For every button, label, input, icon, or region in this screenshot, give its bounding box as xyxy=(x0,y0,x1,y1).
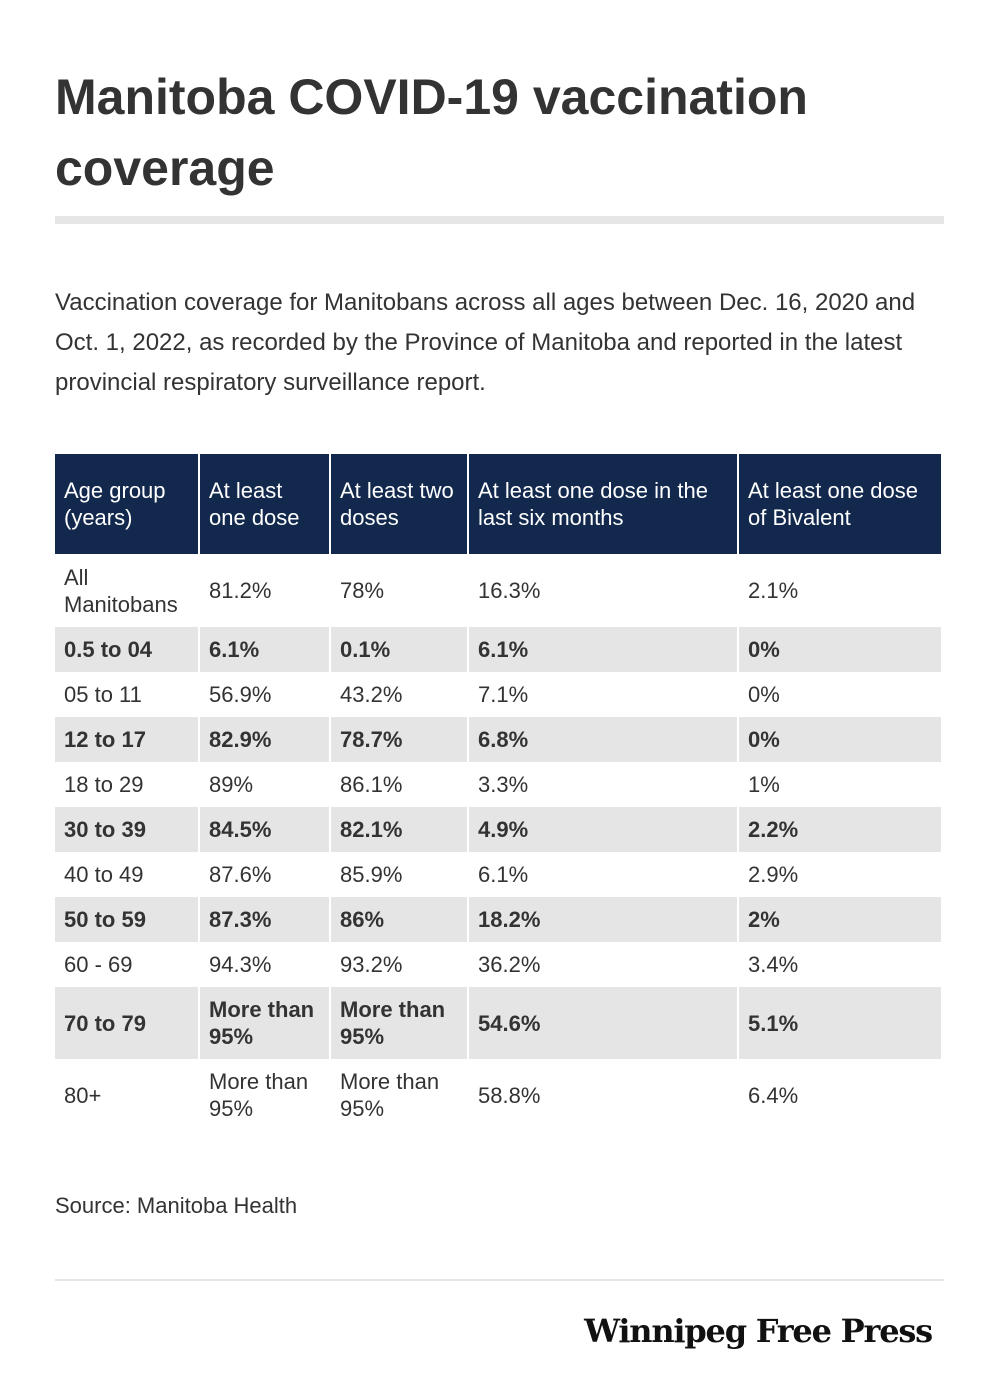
value-cell: 94.3% xyxy=(200,942,331,987)
table-body: All Manitobans 81.2% 78% 16.3% 2.1% 0.5 to 04… xyxy=(55,554,941,1131)
value-cell: 78.7% xyxy=(331,717,469,762)
value-cell: 2.2% xyxy=(739,807,941,852)
age-group-cell: 80+ xyxy=(55,1059,200,1131)
value-cell: 7.1% xyxy=(469,672,739,717)
value-cell: 85.9% xyxy=(331,852,469,897)
publisher-logo: Winnipeg Free Press xyxy=(584,1312,933,1350)
chart-title: Manitoba COVID-19 vaccination coverage xyxy=(55,69,808,196)
age-group-cell: 18 to 29 xyxy=(55,762,200,807)
table-row: 70 to 79 More than 95% More than 95% 54.6% 5… xyxy=(55,987,941,1059)
column-header: At least one dose of Bivalent xyxy=(739,454,941,554)
table-row: All Manitobans 81.2% 78% 16.3% 2.1% xyxy=(55,554,941,627)
table-row: 0.5 to 04 6.1% 0.1% 6.1% 0% xyxy=(55,627,941,672)
table-row: 05 to 11 56.9% 43.2% 7.1% 0% xyxy=(55,672,941,717)
value-cell: 18.2% xyxy=(469,897,739,942)
table-row: 40 to 49 87.6% 85.9% 6.1% 2.9% xyxy=(55,852,941,897)
value-cell: 86.1% xyxy=(331,762,469,807)
value-cell: 16.3% xyxy=(469,554,739,627)
footer-divider xyxy=(55,1279,944,1281)
value-cell: 3.3% xyxy=(469,762,739,807)
value-cell: 6.8% xyxy=(469,717,739,762)
value-cell: 43.2% xyxy=(331,672,469,717)
age-group-cell: 70 to 79 xyxy=(55,987,200,1059)
table-row: 18 to 29 89% 86.1% 3.3% 1% xyxy=(55,762,941,807)
value-cell: 86% xyxy=(331,897,469,942)
value-cell: 3.4% xyxy=(748,952,799,977)
table-row: 80+ More than 95% More than 95% 58.8% 6.4% xyxy=(55,1059,941,1131)
value-cell: 78% xyxy=(331,554,469,627)
value-cell: 6.4% xyxy=(748,1082,799,1108)
value-cell: 0.1% xyxy=(331,627,469,672)
value-cell: 2% xyxy=(739,897,941,942)
value-cell: More than 95% xyxy=(331,1059,469,1131)
value-cell: 87.6% xyxy=(200,852,331,897)
age-group-cell: 40 to 49 xyxy=(55,852,200,897)
column-header: At least two doses xyxy=(331,454,469,554)
age-group-cell: All Manitobans xyxy=(55,554,200,627)
value-cell: 81.2% xyxy=(200,554,331,627)
value-cell: 84.5% xyxy=(200,807,331,852)
table-row: 30 to 39 84.5% 82.1% 4.9% 2.2% xyxy=(55,807,941,852)
value-cell: 2.1% xyxy=(748,578,799,603)
value-cell: 89% xyxy=(200,762,331,807)
chart-subtitle: Vaccination coverage for Manitobans acro… xyxy=(55,289,916,396)
value-cell: More than 95% xyxy=(200,987,331,1059)
value-cell: 0% xyxy=(739,627,941,672)
column-header: At least one dose in the last six months xyxy=(469,454,739,554)
age-group-cell: 05 to 11 xyxy=(55,672,200,717)
value-cell: 87.3% xyxy=(200,897,331,942)
column-header: At least one dose xyxy=(200,454,331,554)
age-group-cell: 60 - 69 xyxy=(55,942,200,987)
value-cell: 6.1% xyxy=(200,627,331,672)
value-cell: 4.9% xyxy=(469,807,739,852)
value-cell: 6.1% xyxy=(469,627,739,672)
title-divider xyxy=(55,216,944,224)
value-cell: 5.1% xyxy=(739,987,941,1059)
column-header: Age group (years) xyxy=(55,454,200,554)
source-note: Source: Manitoba Health xyxy=(55,1193,298,1218)
table-row: 60 - 69 94.3% 93.2% 36.2% 3.4% xyxy=(55,942,941,987)
value-cell: 56.9% xyxy=(200,672,331,717)
vaccination-table: Age group (years) At least one dose At l… xyxy=(55,454,941,1131)
age-group-cell: 30 to 39 xyxy=(55,807,200,852)
value-cell: 36.2% xyxy=(469,942,739,987)
value-cell: More than 95% xyxy=(331,987,469,1059)
value-cell: 0% xyxy=(748,682,780,707)
value-cell: 58.8% xyxy=(469,1059,739,1131)
value-cell: 0% xyxy=(739,717,941,762)
table-header-row: Age group (years) At least one dose At l… xyxy=(55,454,941,554)
value-cell: More than 95% xyxy=(200,1059,331,1131)
value-cell: 6.1% xyxy=(469,852,739,897)
value-cell: 2.9% xyxy=(748,862,799,887)
age-group-cell: 0.5 to 04 xyxy=(55,627,200,672)
value-cell: 54.6% xyxy=(469,987,739,1059)
value-cell: 93.2% xyxy=(331,942,469,987)
value-cell: 1% xyxy=(748,772,780,797)
table-row: 50 to 59 87.3% 86% 18.2% 2% xyxy=(55,897,941,942)
age-group-cell: 12 to 17 xyxy=(55,717,200,762)
value-cell: 82.9% xyxy=(200,717,331,762)
age-group-cell: 50 to 59 xyxy=(55,897,200,942)
table-row: 12 to 17 82.9% 78.7% 6.8% 0% xyxy=(55,717,941,762)
value-cell: 82.1% xyxy=(331,807,469,852)
